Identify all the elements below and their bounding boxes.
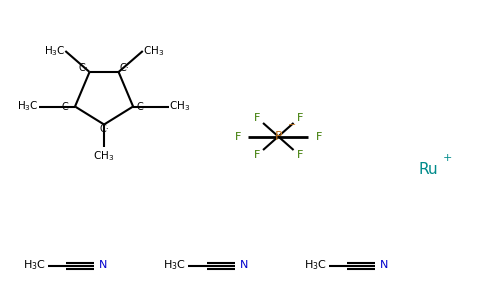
Text: N: N — [240, 260, 248, 271]
Text: H$_3$C: H$_3$C — [44, 44, 65, 58]
Text: +: + — [443, 153, 452, 163]
Text: −: − — [288, 121, 296, 130]
Text: F: F — [316, 131, 322, 142]
Text: C·: C· — [99, 124, 109, 134]
Text: Ru: Ru — [419, 162, 438, 177]
Text: H$_3$C: H$_3$C — [17, 100, 39, 113]
Text: H$_3$C: H$_3$C — [164, 259, 186, 272]
Text: CH$_3$: CH$_3$ — [93, 149, 115, 163]
Text: CH$_3$: CH$_3$ — [143, 44, 164, 58]
Text: C·: C· — [61, 101, 71, 112]
Text: F: F — [234, 131, 241, 142]
Text: C·: C· — [120, 63, 130, 73]
Text: P: P — [274, 130, 282, 143]
Text: C·: C· — [137, 101, 147, 112]
Text: C·: C· — [78, 63, 88, 73]
Text: N: N — [99, 260, 107, 271]
Text: H$_3$C: H$_3$C — [304, 259, 327, 272]
Text: F: F — [297, 112, 303, 123]
Text: N: N — [380, 260, 388, 271]
Text: F: F — [254, 150, 260, 161]
Text: CH$_3$: CH$_3$ — [169, 100, 191, 113]
Text: F: F — [254, 112, 260, 123]
Text: H$_3$C: H$_3$C — [23, 259, 46, 272]
Text: F: F — [297, 150, 303, 161]
